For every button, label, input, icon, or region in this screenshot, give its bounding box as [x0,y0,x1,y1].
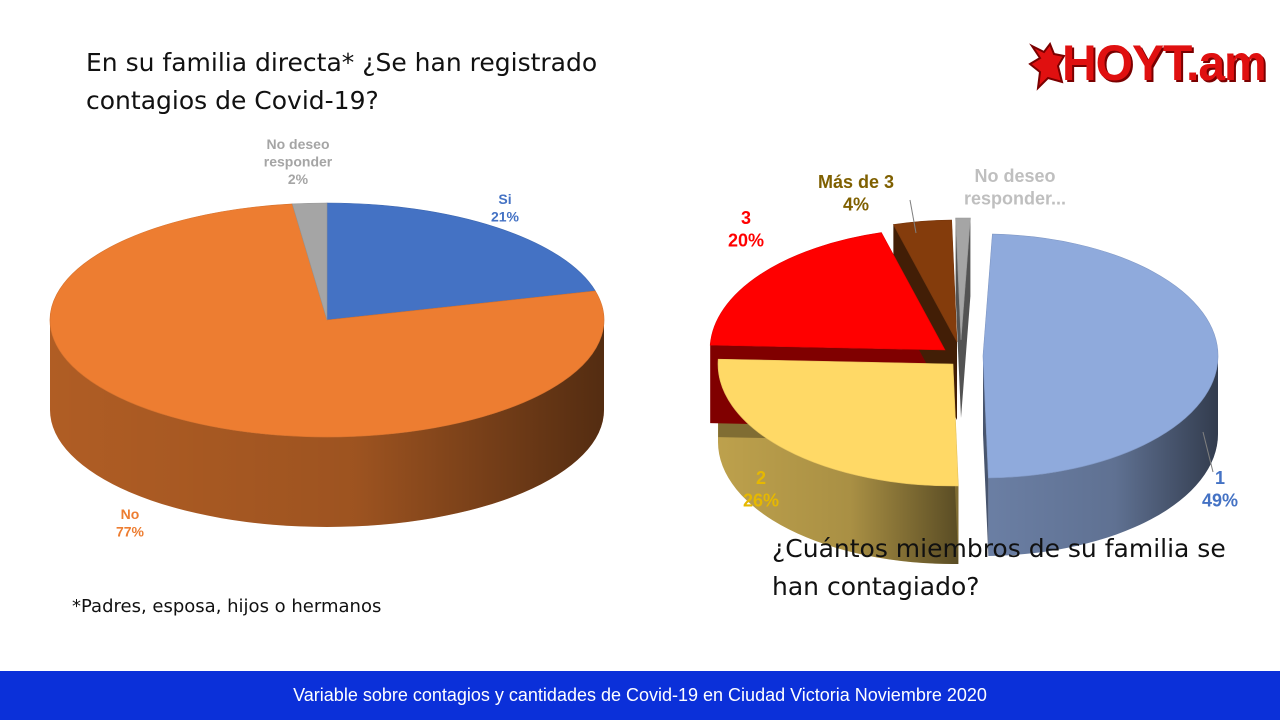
slice-3 [709,232,946,351]
pie-chart-miembros [709,217,1219,564]
logo-text: HOYT.am [1062,35,1267,92]
label-no: No 77% [116,506,145,540]
label-si: Si 21% [491,191,520,225]
footer-banner: Variable sobre contagios y cantidades de… [0,671,1280,720]
label-no-deseo-2: No deseo responder... [964,166,1066,209]
slice-side-shade-No [50,320,604,527]
chart2-title: ¿Cuántos miembros de su familia se han c… [772,534,1226,601]
label-uno: 1 49% [1202,468,1238,511]
slice-Más de 3 [892,219,958,343]
slice-1 [982,233,1219,479]
hoyt-logo: HOYT.am [1028,36,1267,94]
footnote: *Padres, esposa, hijos o hermanos [72,596,382,617]
leader-line-uno [1202,431,1214,473]
slice-cut-No deseo responder... [955,218,961,418]
slice-Si [326,202,596,321]
leader-line-mas-de-3 [909,199,917,234]
label-no-deseo-1: No deseo responder 2% [264,136,333,187]
charts-canvas: Si 21% No 77% No deseo responder 2% 1 49% 2 26% 3 20… [49,136,1238,564]
slice-2 [717,358,959,487]
slice-side-shade-1 [988,356,1218,556]
logo-mark-icon [1028,41,1066,91]
chart1-title: En su familia directa* ¿Se han registrad… [86,48,598,115]
chart-labels: Si 21% No 77% No deseo responder 2% 1 49% 2 26% 3 20… [116,136,1238,540]
slice-side-shade-2 [718,364,959,564]
slice-No deseo responder [291,202,328,321]
pie-chart-contagios [49,202,605,527]
slice-No deseo responder... [955,217,971,341]
slice-No [49,203,605,438]
label-tres: 3 20% [728,208,764,251]
label-mas-de-3: Más de 3 4% [818,172,894,215]
label-dos: 2 26% [743,468,779,511]
slice-cut-1 [983,356,989,556]
slice-cut-No deseo responder... [961,218,971,418]
